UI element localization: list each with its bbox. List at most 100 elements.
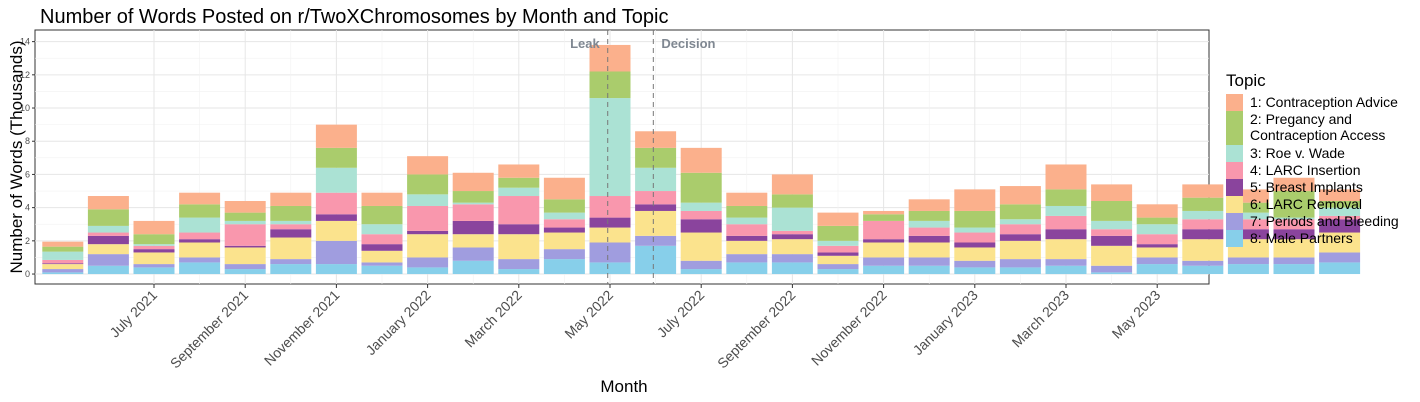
bar-segment [133, 220, 175, 235]
bar-segment [1273, 191, 1315, 218]
bar-segment [1273, 239, 1315, 258]
bar-segment [1273, 177, 1315, 192]
bar-segment [361, 250, 403, 263]
bar-segment [589, 217, 631, 228]
bar-segment [361, 205, 403, 225]
bar-segment [635, 245, 677, 275]
bar-segment [498, 224, 540, 235]
bar-segment [635, 210, 677, 236]
legend-title: Topic [1226, 71, 1266, 90]
bar-segment [224, 269, 266, 275]
bar-segment [42, 269, 84, 273]
bar-segment [999, 219, 1041, 225]
bar-segment [1091, 229, 1133, 236]
bar-segment [87, 232, 129, 236]
x-tick-label: January 2023 [910, 287, 981, 358]
bar-segment [1045, 189, 1087, 206]
bar-segment [771, 239, 813, 255]
bar-segment [954, 260, 996, 268]
bar-segment [680, 202, 722, 211]
bar-segment [1273, 264, 1315, 275]
legend-label: 6: LARC Removal [1250, 196, 1362, 212]
bar-segment [452, 172, 494, 192]
bar-segment [680, 147, 722, 173]
bar-segment [635, 147, 677, 168]
bar-segment [179, 242, 221, 258]
bar-segment [635, 204, 677, 211]
bar-segment [817, 269, 859, 275]
bar-segment [224, 245, 266, 248]
bar-segment [1045, 229, 1087, 240]
bar-segment [315, 167, 357, 193]
bar-segment [407, 205, 449, 231]
legend-label: 1: Contraception Advice [1250, 94, 1398, 110]
y-tick-label: 14 [20, 37, 30, 47]
bar-segment [1045, 265, 1087, 275]
bar-segment [407, 156, 449, 175]
bar-segment [407, 267, 449, 275]
bar-segment [361, 244, 403, 251]
bar-segment [1319, 207, 1361, 216]
bar-segment [87, 235, 129, 245]
bar-segment [315, 214, 357, 221]
bar-segment [1182, 210, 1224, 220]
bar-segment [543, 219, 585, 228]
bar-segment [954, 267, 996, 275]
bar-segment [361, 262, 403, 266]
bar-segment [133, 252, 175, 265]
bar-segment [498, 234, 540, 260]
bar-segment [635, 235, 677, 246]
legend-swatch [1226, 196, 1243, 213]
bar-segment [589, 262, 631, 275]
bar-segment [1227, 212, 1269, 220]
legend-label: 2: Pregancy and [1250, 111, 1352, 127]
bar-segment [771, 234, 813, 240]
bar-segment [543, 227, 585, 233]
bar-segment [1319, 219, 1361, 233]
bar-segment [908, 257, 950, 266]
bar-segment [817, 255, 859, 265]
bar-segment [908, 265, 950, 275]
bar-segment [908, 235, 950, 243]
bar-segment [817, 264, 859, 270]
bar-segment [407, 174, 449, 195]
bar-segment [452, 204, 494, 221]
bar-segment [1136, 247, 1178, 258]
bar-segment [1227, 257, 1269, 265]
bar-segment [179, 239, 221, 243]
bar-segment [452, 234, 494, 248]
bar-segment [224, 220, 266, 225]
bar-segment [726, 235, 768, 241]
bar-segment [817, 212, 859, 226]
bar-segment [726, 205, 768, 218]
bar-segment [1045, 164, 1087, 190]
bar-segment [179, 192, 221, 205]
bar-segment [1091, 272, 1133, 275]
bar-segment [1136, 264, 1178, 275]
bar-segment [589, 242, 631, 263]
bar-segment [817, 252, 859, 256]
bar-segment [87, 209, 129, 226]
bar-segment [452, 247, 494, 261]
bar-segment [498, 269, 540, 275]
bar-segment [361, 192, 403, 206]
bar-segment [1091, 184, 1133, 201]
y-tick-label: 2 [25, 236, 30, 246]
x-tick-label: July 2021 [106, 287, 160, 341]
bar-segment [179, 204, 221, 218]
bar-segment [1319, 215, 1361, 220]
legend-swatch [1226, 213, 1243, 230]
bar-segment [1273, 257, 1315, 265]
bar-segment [589, 71, 631, 99]
bar-segment [1227, 219, 1269, 230]
bar-segment [1091, 220, 1133, 230]
bar-segment [87, 225, 129, 233]
bar-segment [270, 229, 312, 238]
bar-segment [954, 227, 996, 233]
legend-swatch [1226, 94, 1243, 111]
bar-segment [407, 257, 449, 268]
x-tick-label: January 2022 [362, 287, 433, 358]
bar-segment [315, 192, 357, 215]
